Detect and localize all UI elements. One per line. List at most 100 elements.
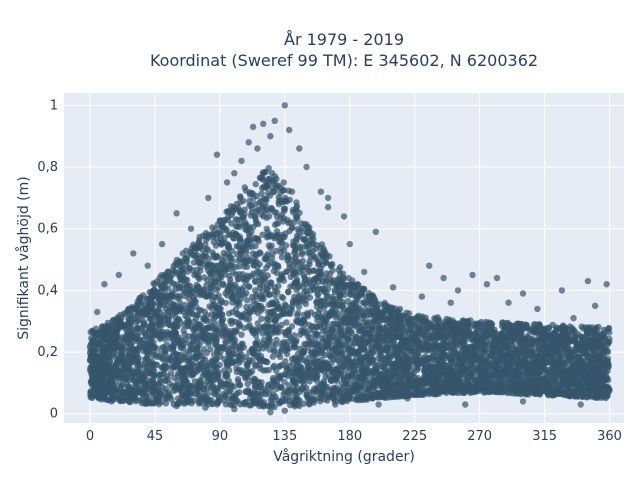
data-point [278,384,285,391]
data-point [560,362,568,370]
data-point [230,204,237,211]
data-point [285,309,292,317]
data-point [388,384,395,391]
data-point [280,338,287,346]
data-point [559,377,566,385]
data-point [254,320,261,327]
data-point [233,251,241,258]
data-point [244,380,251,388]
data-point [297,331,304,338]
data-point [168,370,175,377]
data-point [338,337,345,344]
data-point [252,181,259,188]
data-point [347,372,354,379]
data-point [212,253,219,261]
data-point [104,328,111,335]
data-point [259,330,266,337]
data-point [347,302,354,309]
data-point [466,324,473,331]
data-point [381,299,388,307]
data-point [207,285,214,292]
data-point [209,383,217,390]
data-point [171,382,178,389]
data-point [194,339,201,346]
data-point [322,259,330,267]
data-point [578,323,585,330]
data-point [196,275,203,283]
data-point [339,270,347,277]
data-point [336,264,344,271]
data-point [296,233,303,240]
data-point [166,380,173,387]
data-point [314,340,321,348]
data-point [283,350,291,358]
data-point [127,359,134,366]
data-point [307,287,315,294]
data-point [207,346,214,353]
data-point [252,217,260,224]
data-point [214,284,222,291]
data-point [268,233,275,240]
data-point [191,378,198,385]
data-point [257,250,264,257]
data-point [306,248,313,256]
data-point [219,281,227,289]
data-point [451,337,458,345]
data-point [237,194,244,201]
data-point [235,319,243,327]
data-point [426,359,434,367]
data-point [189,339,197,346]
data-point [171,268,178,275]
data-point [186,265,193,272]
data-point [243,297,251,304]
data-point [376,301,383,308]
data-point [99,348,106,356]
data-point [228,320,235,327]
data-point [169,352,177,359]
data-point [279,361,286,368]
data-point [595,323,602,331]
data-point [578,334,586,341]
data-point [286,264,293,271]
data-point [268,385,275,392]
data-point [224,208,232,215]
data-point [296,376,303,384]
data-point [326,334,333,341]
data-point [315,258,322,265]
data-point [242,187,249,194]
data-point [226,388,233,395]
data-point [258,211,265,218]
data-point [248,190,256,197]
data-point [190,296,198,304]
data-point [258,315,265,322]
data-point [268,170,276,177]
data-point [351,314,358,322]
data-point [313,377,320,384]
data-point [281,378,288,385]
data-point [393,382,400,389]
data-point [219,333,227,340]
data-point [235,352,242,360]
data-point [281,207,288,215]
data-point [421,364,429,371]
data-point [232,263,239,271]
data-point [225,310,233,317]
data-point [309,231,317,238]
data-point [182,312,189,319]
data-point [273,213,281,221]
data-point [245,283,253,290]
data-point [475,350,482,358]
data-point [180,327,187,334]
data-point [273,175,280,183]
data-point [319,350,326,357]
data-point [414,366,421,373]
data-point [216,353,224,360]
data-point [396,305,404,313]
data-point [108,352,115,359]
data-point [236,359,243,366]
data-point [232,305,240,313]
data-point [122,376,130,383]
data-point [186,355,194,362]
data-point [312,282,320,289]
